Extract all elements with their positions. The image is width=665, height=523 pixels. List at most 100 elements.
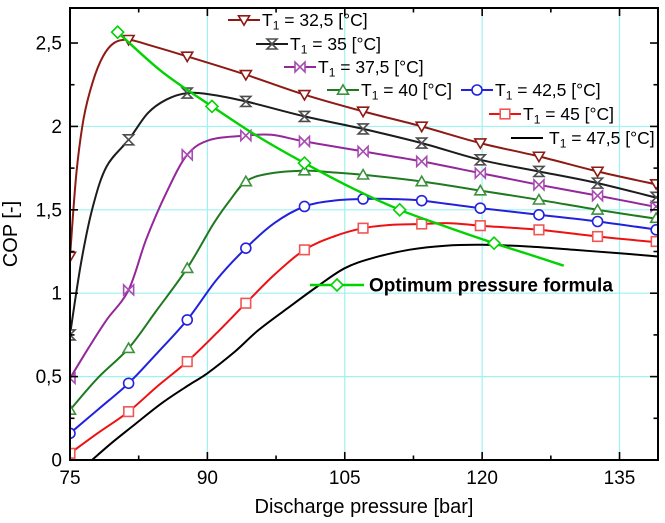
legend-label: T1 = 40 [°C]	[361, 80, 452, 103]
legend-symbol-marker	[471, 84, 483, 96]
series-5-marker	[591, 230, 604, 243]
legend-label: T1 = 37,5 [°C]	[318, 57, 424, 80]
x-tick-label: 120	[466, 468, 498, 489]
y-tick-label: 0,5	[36, 367, 62, 388]
x-tick-label: 105	[329, 468, 361, 489]
series-2-marker	[474, 166, 487, 181]
series-1-marker	[473, 153, 488, 166]
legend-label: T1 = 35 [°C]	[290, 34, 381, 57]
series-0-marker	[532, 151, 546, 164]
gridlines	[70, 8, 658, 460]
series-0-marker	[356, 106, 370, 119]
series-1	[69, 87, 659, 341]
series-1-marker	[414, 137, 429, 149]
legend-label: T1 = 42,5 [°C]	[495, 80, 601, 103]
series-5-marker	[650, 235, 659, 248]
legend-symbol-marker	[336, 83, 350, 95]
series-2-marker	[69, 371, 76, 386]
x-tick-label: 75	[59, 468, 80, 489]
series-2-marker	[533, 177, 545, 192]
series-3-marker	[238, 174, 253, 187]
legend-symbol-marker	[499, 108, 511, 120]
legend-symbol-marker	[329, 277, 345, 293]
legend-symbol-marker	[265, 38, 279, 50]
series-optimum-pressure-formula-marker	[392, 202, 407, 217]
series-0-marker	[238, 69, 253, 82]
y-tick-label: 1	[51, 284, 62, 305]
series-5-marker	[240, 297, 252, 309]
legend-label: T1 = 32,5 [°C]	[262, 10, 368, 33]
series-optimum-pressure-formula-marker	[486, 236, 502, 251]
legend-label: T1 = 47,5 [°C]	[549, 128, 655, 151]
tick-labels: 75 90 105 120 135 0 0,5 1 1,5 2 2,5	[36, 34, 636, 489]
series-4-marker	[181, 314, 194, 326]
series-3-marker	[180, 261, 195, 274]
series-1-marker	[297, 110, 312, 123]
series-3-marker	[590, 203, 605, 215]
series-2-marker	[357, 144, 369, 159]
series-4-marker	[240, 242, 252, 254]
series-6	[91, 243, 659, 461]
series-4-marker	[122, 377, 135, 390]
series-2-marker	[298, 134, 311, 149]
series-0-marker	[649, 178, 659, 191]
y-tick-label: 2,5	[36, 34, 62, 55]
series-3	[69, 163, 659, 415]
series-optimum-pressure-formula	[110, 25, 565, 267]
y-tick-label: 0	[51, 451, 62, 472]
series-3-marker	[121, 341, 136, 354]
y-axis-title: COP [-]	[0, 201, 22, 267]
series-optimum-pressure-formula-line	[116, 31, 565, 267]
x-tick-label: 90	[197, 468, 218, 489]
series-5-marker	[357, 222, 369, 234]
series-5-marker	[533, 224, 545, 236]
series-3-marker	[649, 211, 659, 224]
series-4	[69, 193, 659, 440]
plot-border	[69, 7, 659, 461]
series-0-marker	[297, 89, 312, 102]
series-4-marker	[591, 215, 604, 228]
series-2-marker	[591, 188, 604, 203]
series-0-marker	[590, 166, 605, 179]
series-6-line	[91, 243, 659, 461]
series-4-marker	[533, 209, 545, 221]
y-tick-label: 1,5	[36, 200, 62, 221]
series-0-marker	[473, 138, 488, 150]
legend: T1 = 32,5 [°C]T1 = 35 [°C]T1 = 37,5 [°C]…	[228, 10, 655, 297]
series-2-marker	[181, 147, 194, 162]
series-1-marker	[532, 165, 546, 178]
series-3-marker	[473, 183, 488, 196]
series-1-marker	[238, 95, 253, 108]
legend-label: T1 = 45 [°C]	[523, 104, 614, 127]
series-5-marker	[416, 218, 428, 230]
series-0-marker	[414, 121, 429, 134]
series-5-marker	[123, 406, 135, 418]
series-1-marker	[180, 87, 195, 99]
series-4-marker	[474, 202, 487, 214]
series-5-marker	[298, 244, 311, 256]
series-2-marker	[122, 282, 135, 297]
y-tick-label: 2	[51, 117, 62, 138]
series-3-marker	[414, 174, 429, 187]
series-4-marker	[415, 194, 428, 207]
series-2-marker	[240, 128, 252, 143]
series-1-marker	[356, 123, 371, 135]
series-5	[69, 218, 659, 459]
series-3-line	[69, 169, 659, 411]
series-1-marker	[121, 133, 136, 146]
series-4-marker	[298, 200, 311, 213]
legend-label-optimum: Optimum pressure formula	[369, 276, 613, 297]
x-tick-label: 135	[604, 468, 636, 489]
legend-symbol-marker	[237, 15, 251, 27]
series-5-marker	[181, 355, 193, 368]
series-2-marker	[415, 154, 428, 169]
series-4-marker	[650, 224, 659, 236]
x-axis-title: Discharge pressure [bar]	[255, 496, 474, 518]
series-optimum-pressure-formula-marker	[110, 25, 125, 40]
axes	[69, 7, 659, 461]
series-optimum-pressure-formula-marker	[204, 99, 220, 114]
series-3-marker	[356, 168, 370, 180]
series-1-line	[69, 91, 659, 336]
